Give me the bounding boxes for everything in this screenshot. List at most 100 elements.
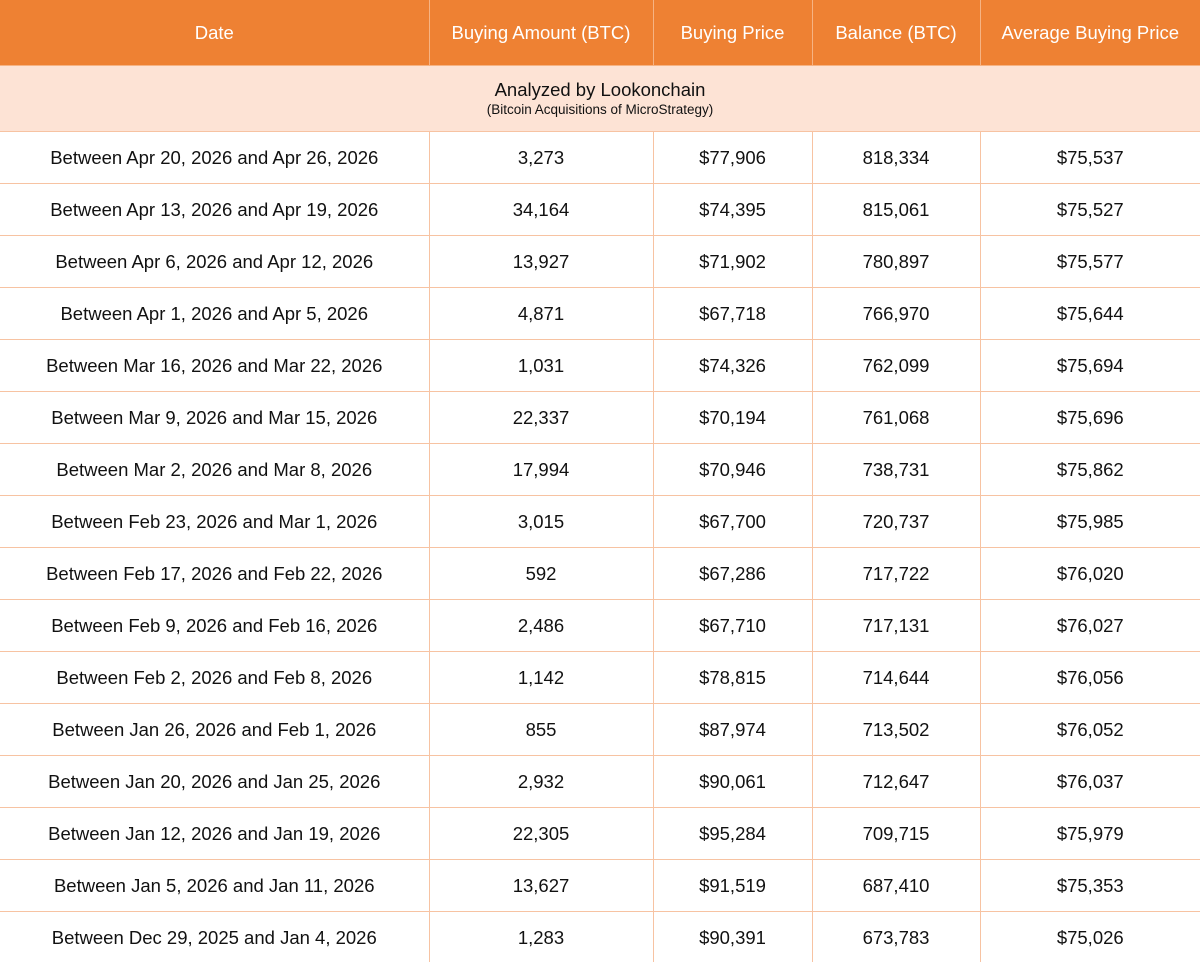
balance-cell: 687,410 [812,859,981,912]
average-buying-price-cell: $75,537 [980,131,1200,184]
table-row: Between Apr 13, 2026 and Apr 19, 2026 34,… [0,183,1200,236]
balance-cell: 709,715 [812,807,981,860]
buying-price-cell: $71,902 [653,235,813,288]
buying-amount-cell: 4,871 [429,287,654,340]
buying-price-cell: $74,395 [653,183,813,236]
table-row: Between Jan 20, 2026 and Jan 25, 2026 2,9… [0,755,1200,808]
date-cell: Between Apr 13, 2026 and Apr 19, 2026 [0,183,430,236]
attribution-cell: Analyzed by Lookonchain (Bitcoin Acquisi… [0,65,1200,132]
balance-cell: 815,061 [812,183,981,236]
buying-price-cell: $90,391 [653,911,813,962]
column-header-buying-amount: Buying Amount (BTC) [429,0,654,66]
date-cell: Between Mar 16, 2026 and Mar 22, 2026 [0,339,430,392]
average-buying-price-cell: $75,979 [980,807,1200,860]
buying-amount-cell: 3,015 [429,495,654,548]
buying-amount-cell: 2,486 [429,599,654,652]
date-cell: Between Mar 9, 2026 and Mar 15, 2026 [0,391,430,444]
attribution-title: Analyzed by Lookonchain [494,79,706,100]
date-cell: Between Feb 2, 2026 and Feb 8, 2026 [0,651,430,704]
buying-price-cell: $77,906 [653,131,813,184]
buying-amount-cell: 855 [429,703,654,756]
table-row: Between Jan 26, 2026 and Feb 1, 2026 855 $… [0,703,1200,756]
table-row: Between Feb 17, 2026 and Feb 22, 2026 592… [0,547,1200,600]
column-header-average-buying-price: Average Buying Price [980,0,1200,66]
buying-amount-cell: 1,031 [429,339,654,392]
buying-price-cell: $70,946 [653,443,813,496]
buying-price-cell: $67,718 [653,287,813,340]
balance-cell: 720,737 [812,495,981,548]
buying-price-cell: $95,284 [653,807,813,860]
buying-price-cell: $67,700 [653,495,813,548]
date-cell: Between Apr 6, 2026 and Apr 12, 2026 [0,235,430,288]
balance-cell: 780,897 [812,235,981,288]
balance-cell: 762,099 [812,339,981,392]
table-row: Between Apr 6, 2026 and Apr 12, 2026 13,9… [0,235,1200,288]
date-cell: Between Feb 17, 2026 and Feb 22, 2026 [0,547,430,600]
table-row: Between Jan 5, 2026 and Jan 11, 2026 13,6… [0,859,1200,912]
table-body: Between Apr 20, 2026 and Apr 26, 2026 3,2… [0,131,1200,962]
buying-amount-cell: 34,164 [429,183,654,236]
table-row: Between Feb 2, 2026 and Feb 8, 2026 1,142… [0,651,1200,704]
date-cell: Between Feb 9, 2026 and Feb 16, 2026 [0,599,430,652]
date-cell: Between Feb 23, 2026 and Mar 1, 2026 [0,495,430,548]
balance-cell: 717,131 [812,599,981,652]
attribution-banner: Analyzed by Lookonchain (Bitcoin Acquisi… [0,65,1200,132]
average-buying-price-cell: $75,577 [980,235,1200,288]
balance-cell: 761,068 [812,391,981,444]
buying-price-cell: $74,326 [653,339,813,392]
attribution-subtitle: (Bitcoin Acquisitions of MicroStrategy) [486,102,714,117]
average-buying-price-cell: $75,985 [980,495,1200,548]
buying-price-cell: $78,815 [653,651,813,704]
buying-price-cell: $90,061 [653,755,813,808]
date-cell: Between Jan 12, 2026 and Jan 19, 2026 [0,807,430,860]
table-row: Between Mar 16, 2026 and Mar 22, 2026 1,0… [0,339,1200,392]
average-buying-price-cell: $76,020 [980,547,1200,600]
column-header-balance: Balance (BTC) [812,0,981,66]
date-cell: Between Apr 20, 2026 and Apr 26, 2026 [0,131,430,184]
buying-amount-cell: 13,627 [429,859,654,912]
buying-amount-cell: 1,283 [429,911,654,962]
buying-price-cell: $67,710 [653,599,813,652]
buying-amount-cell: 3,273 [429,131,654,184]
average-buying-price-cell: $75,527 [980,183,1200,236]
date-cell: Between Mar 2, 2026 and Mar 8, 2026 [0,443,430,496]
average-buying-price-cell: $76,056 [980,651,1200,704]
average-buying-price-cell: $75,696 [980,391,1200,444]
table-row: Between Apr 20, 2026 and Apr 26, 2026 3,2… [0,131,1200,184]
column-header-buying-price: Buying Price [653,0,813,66]
average-buying-price-cell: $75,862 [980,443,1200,496]
balance-cell: 714,644 [812,651,981,704]
table-row: Between Apr 1, 2026 and Apr 5, 2026 4,871… [0,287,1200,340]
buying-amount-cell: 17,994 [429,443,654,496]
date-cell: Between Jan 5, 2026 and Jan 11, 2026 [0,859,430,912]
buying-amount-cell: 1,142 [429,651,654,704]
buying-amount-cell: 22,305 [429,807,654,860]
buying-amount-cell: 592 [429,547,654,600]
balance-cell: 713,502 [812,703,981,756]
date-cell: Between Jan 20, 2026 and Jan 25, 2026 [0,755,430,808]
date-cell: Between Apr 1, 2026 and Apr 5, 2026 [0,287,430,340]
buying-price-cell: $67,286 [653,547,813,600]
balance-cell: 818,334 [812,131,981,184]
table-row: Between Feb 9, 2026 and Feb 16, 2026 2,48… [0,599,1200,652]
table-header-row: Date Buying Amount (BTC) Buying Price Ba… [0,0,1200,66]
balance-cell: 717,722 [812,547,981,600]
average-buying-price-cell: $75,353 [980,859,1200,912]
table-row: Between Dec 29, 2025 and Jan 4, 2026 1,28… [0,911,1200,962]
table-row: Between Jan 12, 2026 and Jan 19, 2026 22,… [0,807,1200,860]
buying-amount-cell: 2,932 [429,755,654,808]
date-cell: Between Jan 26, 2026 and Feb 1, 2026 [0,703,430,756]
buying-amount-cell: 22,337 [429,391,654,444]
balance-cell: 766,970 [812,287,981,340]
buying-price-cell: $91,519 [653,859,813,912]
balance-cell: 712,647 [812,755,981,808]
balance-cell: 738,731 [812,443,981,496]
average-buying-price-cell: $76,027 [980,599,1200,652]
average-buying-price-cell: $75,644 [980,287,1200,340]
table-row: Between Mar 9, 2026 and Mar 15, 2026 22,3… [0,391,1200,444]
average-buying-price-cell: $76,037 [980,755,1200,808]
average-buying-price-cell: $75,694 [980,339,1200,392]
table-row: Between Feb 23, 2026 and Mar 1, 2026 3,01… [0,495,1200,548]
average-buying-price-cell: $75,026 [980,911,1200,962]
